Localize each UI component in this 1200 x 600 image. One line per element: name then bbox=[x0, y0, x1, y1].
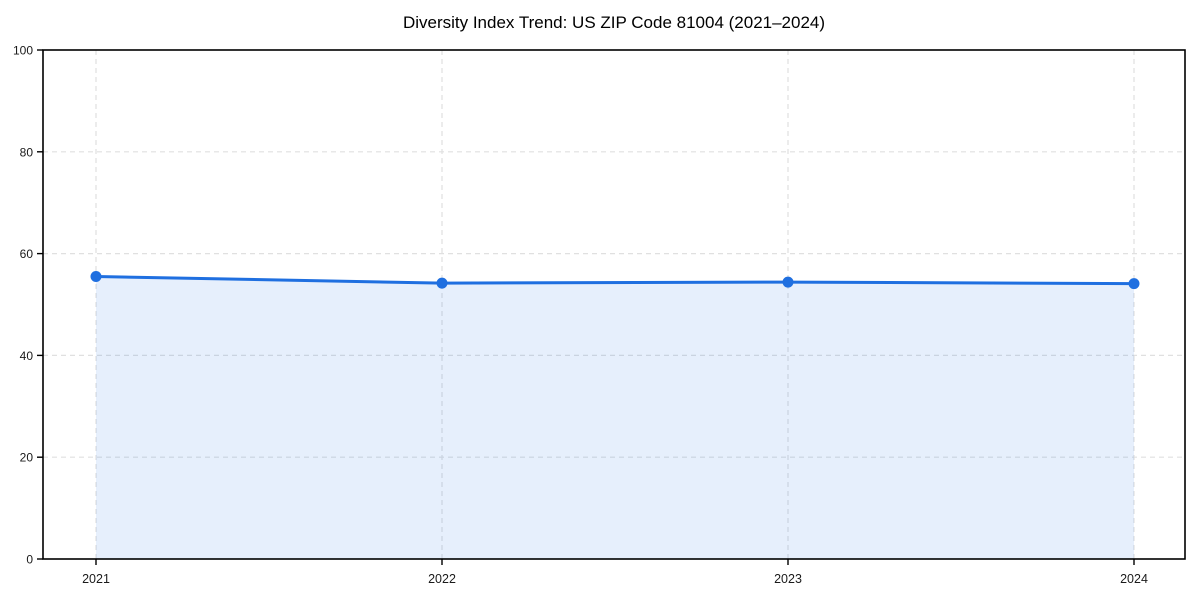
x-tick-label: 2022 bbox=[428, 572, 456, 586]
trend-line bbox=[94, 275, 1136, 286]
gridline-layer bbox=[43, 50, 1185, 559]
trend-line-layer bbox=[90, 271, 1140, 290]
x-tick-label: 2024 bbox=[1120, 572, 1148, 586]
y-tick-label: 80 bbox=[20, 145, 34, 159]
x-tick-label: 2021 bbox=[82, 572, 110, 586]
data-point bbox=[436, 277, 448, 289]
axes-box bbox=[42, 49, 1186, 560]
axes-spines-layer bbox=[42, 49, 1186, 560]
x-tick-label: 2023 bbox=[774, 572, 802, 586]
y-tick-label: 100 bbox=[13, 44, 33, 58]
tick-label-layer: 0 20 40 60 80 100 2021 2022 2023 2024 bbox=[13, 44, 1148, 587]
area-fill-layer bbox=[96, 276, 1134, 559]
y-tick-label: 40 bbox=[20, 349, 34, 363]
data-point bbox=[782, 276, 794, 288]
y-tick-label: 0 bbox=[26, 553, 33, 567]
y-tick-label: 60 bbox=[20, 247, 34, 261]
chart-title: Diversity Index Trend: US ZIP Code 81004… bbox=[403, 13, 825, 32]
data-point bbox=[1128, 278, 1140, 290]
y-tick-label: 20 bbox=[20, 451, 34, 465]
area-fill bbox=[96, 276, 1134, 559]
data-point bbox=[90, 271, 102, 283]
tick-layer bbox=[37, 49, 1135, 565]
